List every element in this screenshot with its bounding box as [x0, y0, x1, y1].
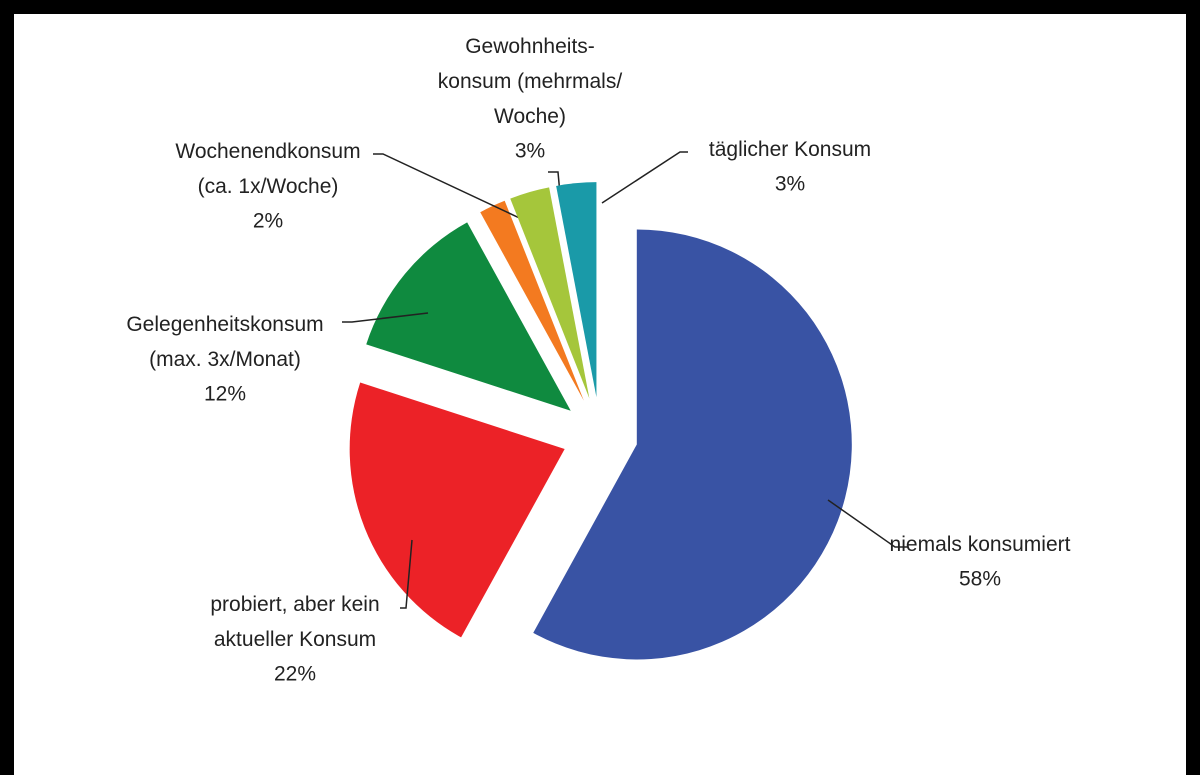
- pie-slice: [510, 187, 590, 399]
- slice-label: täglicher Konsum: [709, 138, 871, 161]
- value-label: 3%: [775, 173, 805, 196]
- pie-slice: [556, 182, 597, 398]
- pie-slice: [366, 222, 571, 411]
- value-label: 3%: [515, 140, 545, 163]
- value-label: 12%: [204, 383, 246, 406]
- slice-label: probiert, aber kein aktueller Konsum: [210, 593, 379, 651]
- pie-slice: [533, 229, 852, 660]
- value-label: 2%: [253, 210, 283, 233]
- pie-slice: [349, 382, 565, 638]
- leader-line: [342, 312, 429, 323]
- slice-label: Gewohnheits-konsum (mehrmals/Woche): [438, 35, 623, 128]
- leader-line: [827, 499, 908, 548]
- slice-label: Wochenendkonsum (ca. 1x/Woche): [175, 140, 360, 198]
- leader-line: [373, 153, 529, 223]
- value-label: 58%: [959, 568, 1001, 591]
- value-label: 22%: [274, 663, 316, 686]
- pie-slice: [480, 200, 584, 401]
- leader-line: [601, 151, 688, 204]
- slice-label: niemals konsumiert: [890, 533, 1071, 556]
- slice-label: Gelegenheitskonsum (max. 3x/Monat): [126, 313, 323, 371]
- leader-line: [400, 539, 413, 609]
